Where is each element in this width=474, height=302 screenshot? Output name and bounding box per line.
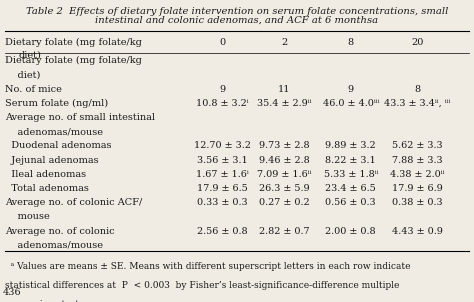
Text: 9: 9	[348, 85, 354, 94]
Text: Average no. of colonic: Average no. of colonic	[5, 226, 114, 236]
Text: 9.73 ± 2.8: 9.73 ± 2.8	[259, 141, 310, 150]
Text: 9.46 ± 2.8: 9.46 ± 2.8	[259, 156, 310, 165]
Text: Total adenomas: Total adenomas	[5, 184, 89, 193]
Text: 17.9 ± 6.5: 17.9 ± 6.5	[197, 184, 248, 193]
Text: 7.88 ± 3.3: 7.88 ± 3.3	[392, 156, 442, 165]
Text: 436: 436	[2, 288, 21, 297]
Text: 8.22 ± 3.1: 8.22 ± 3.1	[325, 156, 376, 165]
Text: 0.27 ± 0.2: 0.27 ± 0.2	[259, 198, 310, 207]
Text: Table 2  Effects of dietary folate intervention on serum folate concentrations, : Table 2 Effects of dietary folate interv…	[26, 7, 448, 16]
Text: 26.3 ± 5.9: 26.3 ± 5.9	[259, 184, 310, 193]
Text: Jejunal adenomas: Jejunal adenomas	[5, 156, 99, 165]
Text: 4.38 ± 2.0ⁱⁱ: 4.38 ± 2.0ⁱⁱ	[390, 170, 444, 179]
Text: 7.09 ± 1.6ⁱⁱ: 7.09 ± 1.6ⁱⁱ	[257, 170, 311, 179]
Text: 2.82 ± 0.7: 2.82 ± 0.7	[259, 226, 310, 236]
Text: 43.3 ± 3.4ⁱⁱ, ⁱⁱⁱ: 43.3 ± 3.4ⁱⁱ, ⁱⁱⁱ	[384, 99, 450, 108]
Text: 2: 2	[281, 38, 288, 47]
Text: 17.9 ± 6.9: 17.9 ± 6.9	[392, 184, 443, 193]
Text: adenomas/mouse: adenomas/mouse	[5, 241, 103, 250]
Text: 3.56 ± 3.1: 3.56 ± 3.1	[197, 156, 248, 165]
Text: 35.4 ± 2.9ⁱⁱ: 35.4 ± 2.9ⁱⁱ	[257, 99, 311, 108]
Text: intestinal and colonic adenomas, and ACF at 6 monthsa: intestinal and colonic adenomas, and ACF…	[95, 16, 379, 25]
Text: diet): diet)	[5, 70, 40, 79]
Text: 8: 8	[414, 85, 420, 94]
Text: 8: 8	[348, 38, 354, 47]
Text: Ileal adenomas: Ileal adenomas	[5, 170, 86, 179]
Text: diet): diet)	[19, 51, 42, 60]
Text: 9: 9	[220, 85, 226, 94]
Text: Dietary folate (mg folate/kg: Dietary folate (mg folate/kg	[5, 56, 142, 65]
Text: 0: 0	[220, 38, 226, 47]
Text: 5.33 ± 1.8ⁱⁱ: 5.33 ± 1.8ⁱⁱ	[324, 170, 378, 179]
Text: 46.0 ± 4.0ⁱⁱⁱ: 46.0 ± 4.0ⁱⁱⁱ	[322, 99, 379, 108]
Text: 0.33 ± 0.3: 0.33 ± 0.3	[198, 198, 248, 207]
Text: adenomas/mouse: adenomas/mouse	[5, 127, 103, 136]
Text: No. of mice: No. of mice	[5, 85, 62, 94]
Text: 11: 11	[278, 85, 291, 94]
Text: 0.38 ± 0.3: 0.38 ± 0.3	[392, 198, 442, 207]
Text: mouse: mouse	[5, 212, 49, 221]
Text: 9.89 ± 3.2: 9.89 ± 3.2	[326, 141, 376, 150]
Text: Dietary folate (mg folate/kg: Dietary folate (mg folate/kg	[5, 38, 142, 47]
Text: 5.62 ± 3.3: 5.62 ± 3.3	[392, 141, 442, 150]
Text: 10.8 ± 3.2ⁱ: 10.8 ± 3.2ⁱ	[196, 99, 249, 108]
Text: Average no. of colonic ACF/: Average no. of colonic ACF/	[5, 198, 142, 207]
Text: 1.67 ± 1.6ⁱ: 1.67 ± 1.6ⁱ	[196, 170, 249, 179]
Text: statistical differences at  P  < 0.003  by Fisher’s least-significance-differenc: statistical differences at P < 0.003 by …	[5, 281, 399, 290]
Text: Serum folate (ng/ml): Serum folate (ng/ml)	[5, 99, 108, 108]
Text: comparison test.: comparison test.	[5, 300, 82, 302]
Text: 12.70 ± 3.2: 12.70 ± 3.2	[194, 141, 251, 150]
Text: 2.56 ± 0.8: 2.56 ± 0.8	[198, 226, 248, 236]
Text: ᵃ Values are means ± SE. Means with different superscript letters in each row in: ᵃ Values are means ± SE. Means with diff…	[5, 262, 410, 271]
Text: Average no. of small intestinal: Average no. of small intestinal	[5, 113, 155, 122]
Text: Duodenal adenomas: Duodenal adenomas	[5, 141, 111, 150]
Text: 23.4 ± 6.5: 23.4 ± 6.5	[325, 184, 376, 193]
Text: 2.00 ± 0.8: 2.00 ± 0.8	[326, 226, 376, 236]
Text: 4.43 ± 0.9: 4.43 ± 0.9	[392, 226, 443, 236]
Text: 20: 20	[411, 38, 423, 47]
Text: 0.56 ± 0.3: 0.56 ± 0.3	[326, 198, 376, 207]
